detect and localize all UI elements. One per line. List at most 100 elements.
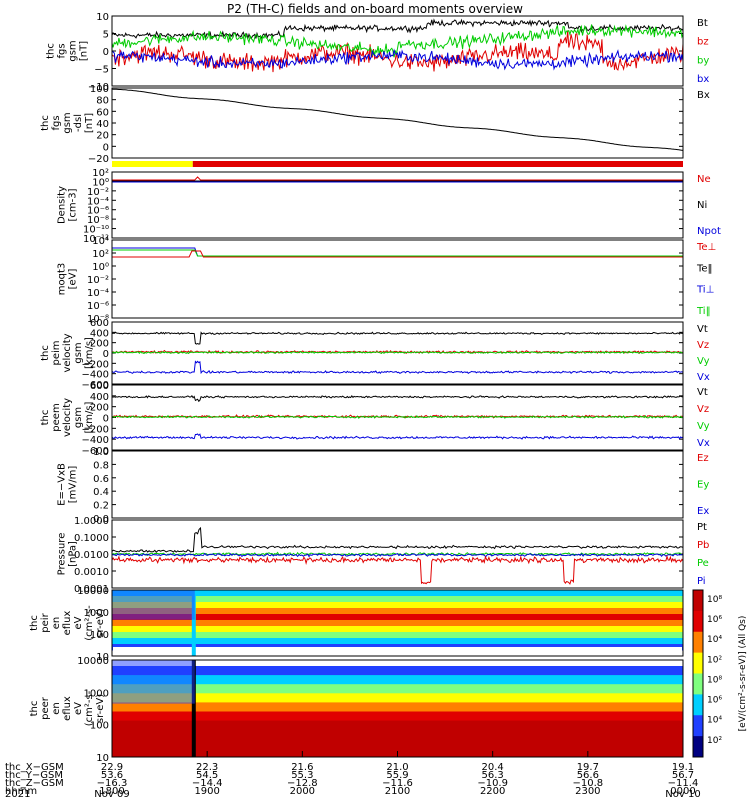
spectrogram-event <box>191 660 196 757</box>
panel-frame <box>111 450 684 519</box>
y-tick-label: 10 <box>96 12 109 23</box>
spectrogram-band <box>112 666 683 676</box>
y-tick-label: 1.0000 <box>74 516 109 527</box>
y-axis-label-line: [nPa] <box>68 541 79 567</box>
colorbar-segment <box>693 715 703 737</box>
y-axis-label-line: en <box>51 617 62 630</box>
y-axis-label-line: thc <box>40 410 51 426</box>
y-axis-label-line: [km/s] <box>84 337 95 369</box>
x-row-value: 56.7 <box>672 770 694 781</box>
y-tick-label: 200 <box>90 403 109 414</box>
spectrogram-band <box>112 638 683 645</box>
legend-Ti‖: Ti‖ <box>696 306 711 317</box>
Ti-trace <box>112 247 683 257</box>
legend-Vx: Vx <box>697 438 710 449</box>
status-bar-yellow <box>112 161 193 167</box>
panel-peir: 10000 1000 100 10 thcpeirenefluxeV(cm²-s-sr-… <box>29 586 684 663</box>
y-tick-label: 0.0 <box>93 514 109 525</box>
y-tick-label: 10000 <box>77 656 109 667</box>
Tipar-trace <box>112 249 683 257</box>
y-tick-label: 10⁴ <box>92 236 109 247</box>
y-axis-label-line: peim <box>51 340 62 365</box>
y-axis-label-line: gsm <box>68 40 79 61</box>
x-row-value: −16.3 <box>97 778 128 789</box>
x-row-value: 1800 <box>99 786 124 797</box>
y-tick-label: 100 <box>90 84 109 95</box>
y-tick-label: 600 <box>90 381 109 392</box>
panel-pressure: 1.0000 0.1000 0.0100 0.0010 0.0001 Pressure[n… <box>57 516 710 595</box>
legend-Ti⊥: Ti⊥ <box>696 285 714 296</box>
y-axis-label: thcfgsgsm[nT] <box>46 40 90 61</box>
spectrogram-gap <box>113 647 682 656</box>
y-axis-label: E=−VxB[mV/m] <box>57 463 79 506</box>
y-axis-label-line: peer <box>40 696 51 720</box>
y-axis-label-line: [km/s] <box>84 401 95 433</box>
colorbar-segment <box>693 590 703 612</box>
legend-Ex: Ex <box>697 506 709 517</box>
y-tick-label: 10² <box>92 168 109 179</box>
y-axis-label-line: peir <box>40 612 51 632</box>
x-row-value: 2200 <box>480 786 505 797</box>
legend-Vx: Vx <box>697 372 710 383</box>
y-tick-label: 100 <box>90 630 109 641</box>
y-axis-label-line: sr-eV) <box>95 694 106 723</box>
x-row-value: 19.1 <box>672 762 694 773</box>
x-row-label: thc_X−GSM <box>5 762 64 773</box>
colorbar-tick: 10⁴ <box>707 635 722 645</box>
y-tick-label: −600 <box>82 446 109 457</box>
x-row-value: 55.9 <box>386 770 408 781</box>
bz-trace <box>111 30 684 73</box>
x-row-value: 55.3 <box>291 770 313 781</box>
y-tick-label: −600 <box>82 380 109 391</box>
y-axis-label: Pressure[nPa] <box>57 533 79 576</box>
y-axis-label-line: sr-eV) <box>95 608 106 637</box>
x-date-start: Nov 09 <box>94 789 129 800</box>
Vy-trace <box>111 414 684 419</box>
legend-Ez: Ez <box>697 453 709 464</box>
x-row-value: 53.6 <box>101 770 123 781</box>
x-row-label: thc_Y−GSM <box>5 770 63 781</box>
spectrogram-band <box>112 596 683 603</box>
y-axis-label-line: gsm <box>62 112 73 133</box>
colorbar-segment <box>693 610 703 633</box>
x-row-value: 22.9 <box>101 762 123 773</box>
y-axis-label-line: [nT] <box>79 41 90 61</box>
x-row-value: −12.8 <box>287 778 318 789</box>
spectrogram-band <box>112 675 683 685</box>
spectrogram-band <box>112 626 683 633</box>
y-axis-label-line: thc <box>29 701 40 717</box>
y-axis-label-line: gsm <box>73 342 84 363</box>
spectrogram-early <box>112 590 195 620</box>
legend-Ne: Ne <box>697 174 711 185</box>
colorbar-segment <box>693 673 703 695</box>
legend-Pb: Pb <box>697 540 709 551</box>
page-title: P2 (TH-C) fields and on-board moments ov… <box>227 2 523 16</box>
legend-Ey: Ey <box>697 480 709 491</box>
x-row-value: 2300 <box>575 786 600 797</box>
Pt-trace <box>111 526 684 553</box>
bx-trace <box>111 48 684 71</box>
y-tick-label: 60 <box>96 107 109 118</box>
y-tick-label: 10⁰ <box>92 262 109 273</box>
legend-Pe: Pe <box>697 558 709 569</box>
y-tick-label: 10⁻⁸ <box>87 215 109 226</box>
colorbar-frame <box>692 589 704 758</box>
Vx-trace <box>111 360 684 375</box>
y-tick-label: −10 <box>88 82 109 93</box>
y-tick-label: 0.0010 <box>74 567 109 578</box>
y-tick-label: 80 <box>96 96 109 107</box>
Vy-trace <box>111 350 683 355</box>
y-tick-label: 10⁻¹² <box>83 234 109 245</box>
y-tick-label: 10 <box>96 753 109 764</box>
colorbar-tick: 10² <box>707 736 722 746</box>
legend-Vz: Vz <box>697 404 709 415</box>
x-date-end: Nov 10 <box>665 789 700 800</box>
legend-bx: bx <box>697 74 709 85</box>
y-axis-label-line: eflux <box>62 611 73 636</box>
x-row-value: 54.5 <box>196 770 218 781</box>
y-axis-label-line: velocity <box>62 398 73 437</box>
spectrogram-band <box>112 590 683 597</box>
Pi-trace <box>111 552 684 558</box>
legend-Npot: Npot <box>697 226 721 237</box>
